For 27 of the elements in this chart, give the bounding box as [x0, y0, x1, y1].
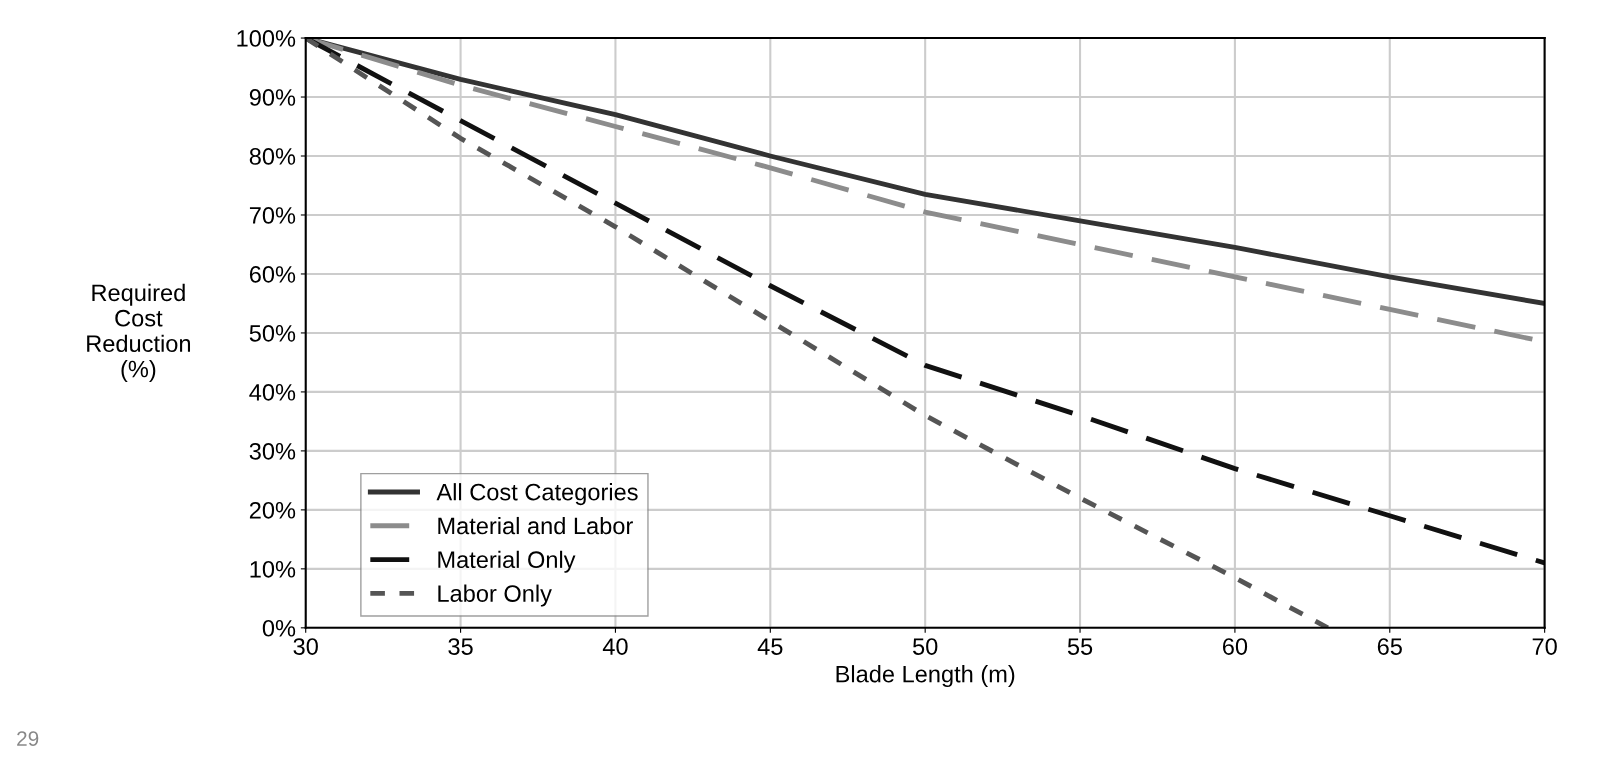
x-tick-label: 35 [448, 638, 473, 655]
x-tick-label: 50 [912, 638, 938, 655]
y-tick-label: 100% [237, 30, 296, 47]
y-tick-label: 20% [249, 501, 296, 519]
x-tick-label: 70 [1532, 638, 1557, 655]
legend-label: Material and Labor [438, 516, 633, 535]
y-tick-label: 30% [249, 442, 296, 460]
legend-label: Material Only [438, 550, 576, 573]
y-tick-label: 80% [249, 148, 296, 165]
text: 29 [17, 731, 39, 746]
y-tick-label: 70% [249, 207, 296, 224]
x-tick-label: 40 [602, 638, 628, 655]
legend-label: All Cost Categories [436, 483, 638, 506]
y-tick-label: 90% [249, 89, 296, 106]
y-tick-label: 60% [249, 266, 296, 283]
x-tick-label: 65 [1377, 638, 1402, 655]
y-tick-label: 10% [250, 560, 296, 578]
y-axis-title: Required Cost Reduction (%) [87, 283, 191, 383]
y-tick-label: 0% [262, 619, 296, 637]
legend-label: Labor Only [438, 584, 552, 607]
y-tick-label: 50% [249, 325, 296, 342]
x-axis-title: Blade Length (m) [836, 665, 1015, 688]
x-tick-label: 60 [1222, 638, 1248, 655]
x-tick-label: 55 [1067, 638, 1093, 655]
x-tick-label: 30 [293, 638, 318, 655]
x-tick-label: 45 [757, 638, 783, 655]
y-tick-label: 40% [249, 383, 296, 401]
